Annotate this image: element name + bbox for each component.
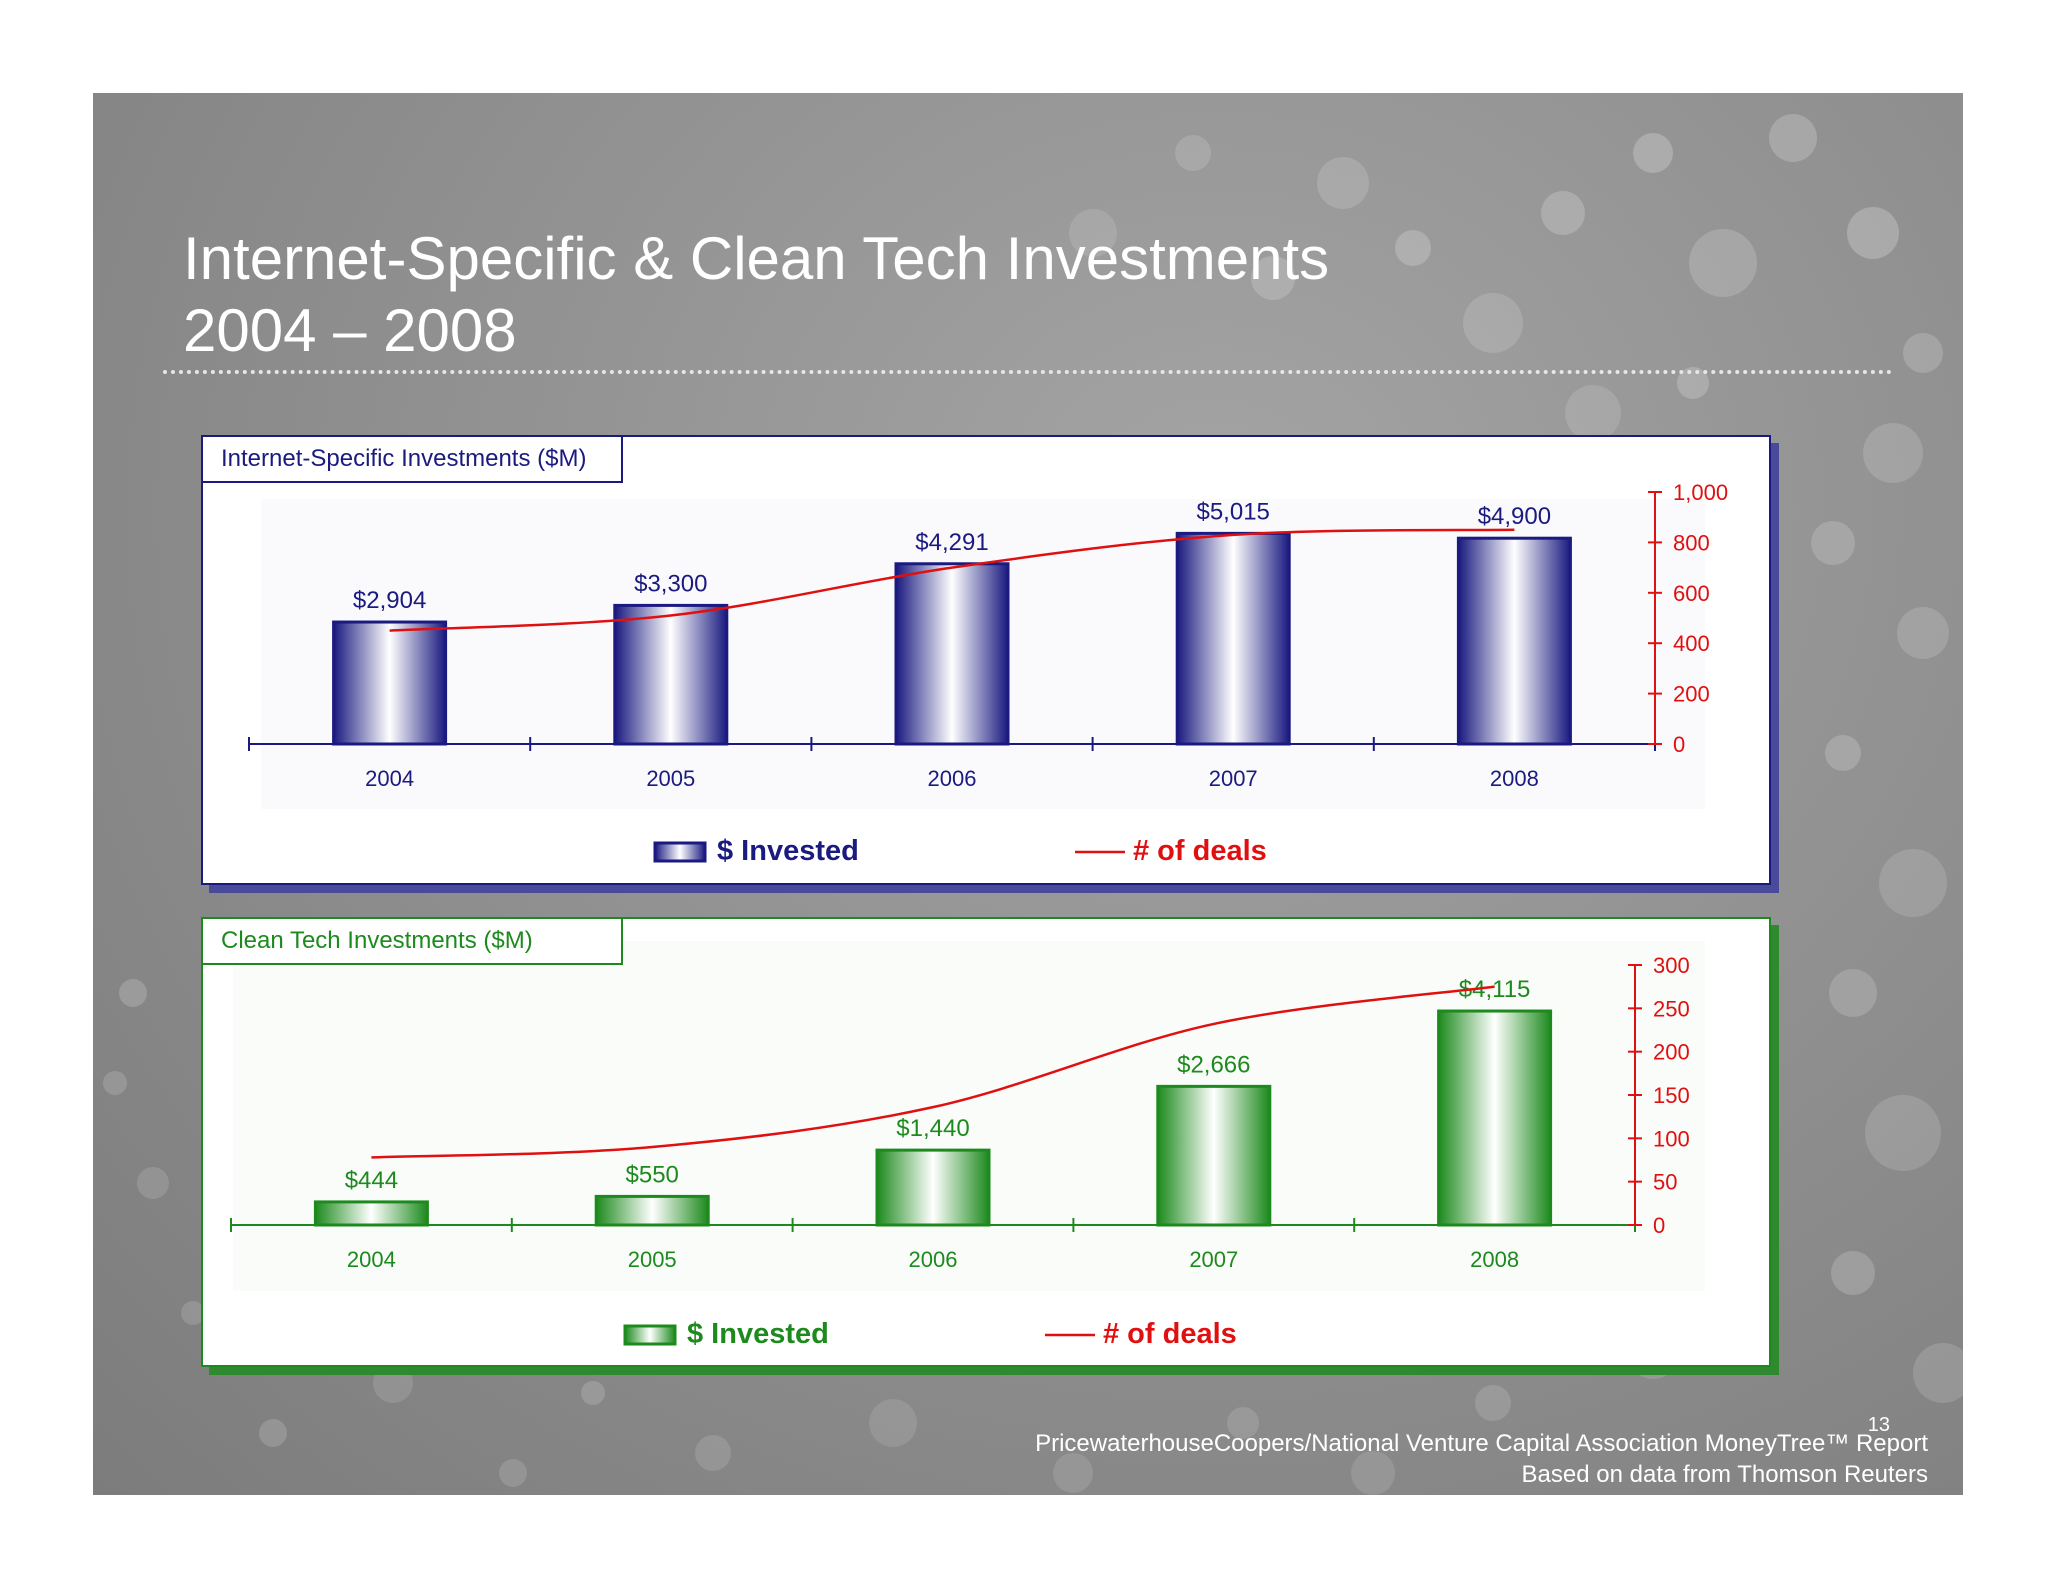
deals-line xyxy=(371,985,1495,1159)
page-number: 13 xyxy=(1867,1414,1890,1436)
slide: Internet-Specific & Clean Tech Investmen… xyxy=(93,93,1963,1495)
legend-invested-label: $ Invested xyxy=(717,835,859,867)
x-tick-label-2005: 2005 xyxy=(628,1247,677,1272)
source-note: PricewaterhouseCoopers/National Venture … xyxy=(1035,1428,1928,1490)
bar-value-label-2006: $4,291 xyxy=(915,529,988,556)
bar-value-label-2004: $2,904 xyxy=(353,587,426,614)
legend-bar-swatch xyxy=(623,1324,677,1346)
bar-value-label-2007: $5,015 xyxy=(1196,498,1269,525)
bar-2006 xyxy=(875,1148,991,1227)
right-tick-label-50: 50 xyxy=(1653,1170,1677,1195)
bar-2007 xyxy=(1175,531,1291,746)
bar-value-label-2004: $444 xyxy=(345,1167,398,1194)
right-tick-label-800: 800 xyxy=(1673,530,1710,555)
bar-2008 xyxy=(1437,1009,1553,1227)
bar-value-label-2005: $3,300 xyxy=(634,570,707,597)
internet-chart-title: Internet-Specific Investments ($M) xyxy=(203,437,623,483)
legend-deals-label: # of deals xyxy=(1133,835,1267,867)
internet-chart: $2,904 $3,300 $4,291 $5,015 $4,900 2004 2005 20… xyxy=(248,480,1728,867)
legend-bar-swatch xyxy=(653,841,707,863)
bar-2004 xyxy=(332,620,448,746)
source-line-2: Based on data from Thomson Reuters xyxy=(1521,1461,1928,1488)
title-line-2: 2004 – 2008 xyxy=(183,297,517,364)
bar-2008 xyxy=(1456,536,1572,746)
page-title: Internet-Specific & Clean Tech Investmen… xyxy=(183,223,1329,367)
right-tick-label-150: 150 xyxy=(1653,1083,1690,1108)
bar-2004 xyxy=(313,1200,429,1227)
right-tick-label-200: 200 xyxy=(1673,682,1710,707)
x-tick-label-2008: 2008 xyxy=(1490,766,1539,791)
bar-2006 xyxy=(894,562,1010,746)
right-tick-label-200: 200 xyxy=(1653,1040,1690,1065)
right-tick-label-100: 100 xyxy=(1653,1126,1690,1151)
right-tick-label-1,000: 1,000 xyxy=(1673,480,1728,505)
x-tick-label-2008: 2008 xyxy=(1470,1247,1519,1272)
deals-line xyxy=(389,528,1515,632)
internet-chart-panel: $2,904 $3,300 $4,291 $5,015 $4,900 2004 2005 20… xyxy=(201,435,1771,885)
legend-invested-label: $ Invested xyxy=(687,1318,829,1350)
bar-value-label-2008: $4,900 xyxy=(1478,503,1551,530)
x-tick-label-2006: 2006 xyxy=(909,1247,958,1272)
right-tick-label-0: 0 xyxy=(1653,1213,1665,1238)
right-tick-label-0: 0 xyxy=(1673,732,1685,757)
title-divider xyxy=(163,370,1893,374)
x-tick-label-2004: 2004 xyxy=(347,1247,396,1272)
x-tick-label-2007: 2007 xyxy=(1209,766,1258,791)
source-line-1: PricewaterhouseCoopers/National Venture … xyxy=(1035,1430,1928,1457)
right-tick-label-400: 400 xyxy=(1673,631,1710,656)
bar-value-label-2005: $550 xyxy=(626,1161,679,1188)
bokeh-background xyxy=(103,114,1963,1495)
bar-2005 xyxy=(594,1194,710,1227)
clean-tech-chart-title: Clean Tech Investments ($M) xyxy=(203,919,623,965)
bar-value-label-2006: $1,440 xyxy=(896,1115,969,1142)
bar-value-label-2007: $2,666 xyxy=(1177,1051,1250,1078)
bar-2007 xyxy=(1156,1084,1272,1227)
title-line-1: Internet-Specific & Clean Tech Investmen… xyxy=(183,225,1330,292)
right-tick-label-300: 300 xyxy=(1653,953,1690,978)
legend-deals-label: # of deals xyxy=(1103,1318,1237,1350)
x-tick-label-2005: 2005 xyxy=(646,766,695,791)
clean-tech-chart-panel: $444 $550 $1,440 $2,666 $4,115 2004 2005 2006 20… xyxy=(201,917,1771,1367)
x-tick-label-2006: 2006 xyxy=(928,766,977,791)
x-tick-label-2004: 2004 xyxy=(365,766,414,791)
x-tick-label-2007: 2007 xyxy=(1189,1247,1238,1272)
right-tick-label-600: 600 xyxy=(1673,581,1710,606)
bar-2005 xyxy=(613,603,729,746)
right-tick-label-250: 250 xyxy=(1653,996,1690,1021)
